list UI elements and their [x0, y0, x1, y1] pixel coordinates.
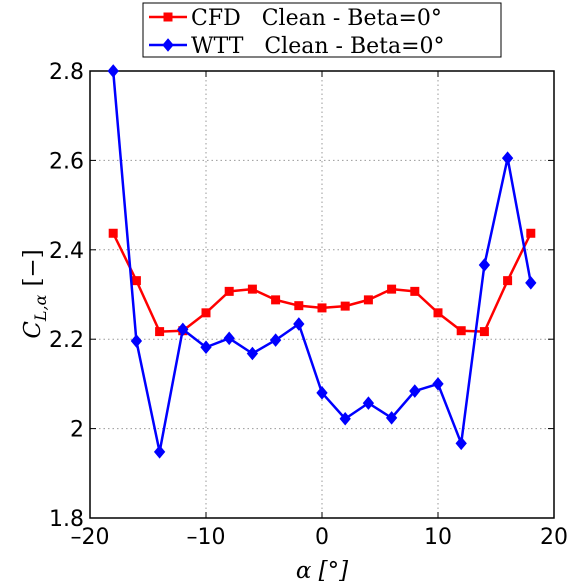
data-point: [479, 327, 489, 337]
x-tick-label: 0: [315, 525, 329, 550]
data-point: [410, 286, 420, 296]
data-point: [503, 276, 513, 286]
legend-marker-cfd: [163, 12, 173, 22]
data-point: [294, 301, 304, 311]
x-axis-label: α [°]: [296, 558, 348, 584]
data-point: [456, 326, 466, 336]
data-point: [153, 445, 166, 459]
x-tick-label: 20: [540, 525, 568, 550]
legend-entry-wtt: WTT Clean - Beta=0°: [191, 34, 445, 59]
data-point: [317, 303, 327, 313]
legend: CFD Clean - Beta=0° WTT Clean - Beta=0°: [142, 2, 502, 59]
data-point: [455, 436, 467, 451]
data-point: [108, 228, 118, 238]
y-tick-label: 2.4: [49, 239, 84, 264]
data-point: [155, 327, 165, 337]
legend-box: [142, 2, 502, 58]
y-axis-label-main: C: [20, 321, 46, 339]
data-point: [246, 346, 259, 361]
data-point: [526, 228, 536, 238]
series-line: [112, 232, 532, 333]
data-point: [200, 340, 212, 355]
x-tick-label: –10: [187, 525, 226, 550]
y-axis-label-unit: [−]: [20, 249, 46, 286]
y-tick-label: 2.6: [49, 149, 84, 174]
data-point: [224, 286, 234, 296]
y-tick-label: 2: [70, 418, 84, 443]
x-tick-label: 10: [424, 525, 452, 550]
data-point: [432, 377, 444, 391]
svg-text:CL,α[−]: CL,α [−]: [20, 249, 50, 338]
data-point: [525, 276, 537, 290]
data-point: [501, 151, 514, 165]
data-point: [433, 308, 443, 318]
data-point: [293, 317, 305, 331]
data-point: [177, 322, 189, 337]
y-axis-label: CL,α [−]: [20, 249, 50, 338]
data-point: [201, 308, 211, 318]
axis-ticks: –20 –10 0 10 20 1.8 2 2.2 2.4 2.6 2.8: [49, 60, 568, 550]
y-tick-label: 2.2: [49, 328, 84, 353]
y-axis-label-sub: L,α: [31, 294, 50, 322]
y-tick-label: 2.8: [49, 60, 84, 85]
data-point: [478, 258, 491, 272]
data-point: [409, 384, 421, 398]
data-point: [269, 333, 282, 347]
x-tick-label: –20: [71, 525, 110, 550]
data-point: [271, 295, 281, 305]
data-point: [131, 276, 141, 286]
data-point: [387, 284, 397, 294]
data-point: [130, 334, 143, 348]
series-0: [108, 228, 536, 337]
y-tick-label: 1.8: [49, 507, 84, 532]
data-point: [107, 64, 119, 78]
legend-entry-cfd: CFD Clean - Beta=0°: [191, 6, 442, 31]
data-point: [339, 411, 351, 426]
data-point: [340, 301, 350, 311]
data-point: [223, 331, 235, 346]
data-point: [385, 411, 398, 425]
series-layer: [107, 64, 537, 459]
data-point: [363, 295, 373, 305]
legend-marker-wtt: [162, 38, 174, 52]
data-point: [362, 396, 375, 410]
grid: [90, 71, 554, 518]
series-1: [107, 64, 537, 459]
data-point: [316, 386, 328, 400]
data-point: [247, 284, 257, 294]
